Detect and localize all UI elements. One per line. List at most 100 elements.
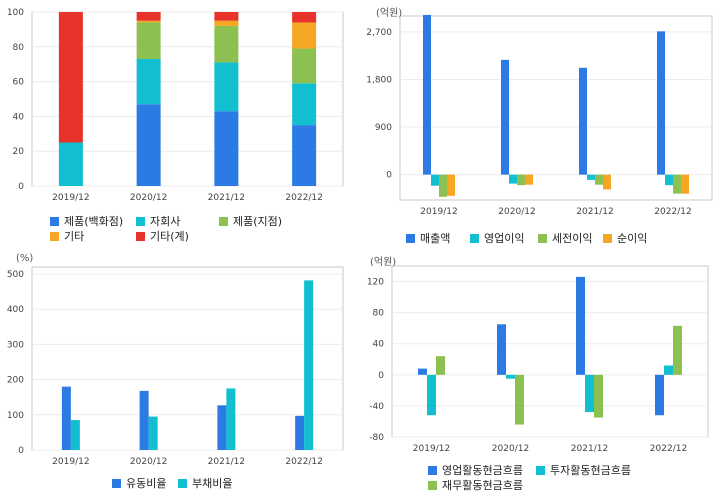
x-tick-label: 2020/12 xyxy=(130,193,167,203)
bar xyxy=(214,62,239,112)
legend-label: 재무활동현금흐름 xyxy=(442,479,523,492)
bar xyxy=(515,374,524,425)
bar xyxy=(431,174,439,186)
bar xyxy=(509,174,517,184)
legend-label: 영업활동현금흐름 xyxy=(442,464,523,477)
plot-frame xyxy=(31,266,344,451)
legend-label: 투자활동현금흐름 xyxy=(550,464,631,477)
bar xyxy=(423,14,431,175)
bar xyxy=(576,276,585,375)
y-tick-label: 300 xyxy=(7,340,24,350)
legend-label: 영업이익 xyxy=(484,232,525,245)
legend-label: 세전이익 xyxy=(552,232,593,245)
bar xyxy=(665,174,673,186)
legend-label: 제품(백화점) xyxy=(64,215,124,228)
unit-label-cashflow: (억원) xyxy=(370,257,397,268)
legend-swatch xyxy=(178,478,187,488)
chart-panel-cashflow: -80 -40 0 40 80 120 2019/12 2020/12 2021/12 2022/… xyxy=(360,250,720,496)
legend-item-0: 영업활동현금흐름 xyxy=(428,462,523,478)
legend-item-3: 기타 xyxy=(50,228,84,244)
bar xyxy=(136,104,161,186)
legend-swatch xyxy=(603,233,612,243)
bar xyxy=(148,416,158,450)
x-tick-label: 2019/12 xyxy=(52,193,89,203)
bar xyxy=(292,83,317,126)
y-tick-label: 120 xyxy=(367,278,384,288)
bar xyxy=(506,374,515,379)
x-tick-label: 2020/12 xyxy=(498,207,535,217)
y-tick-label: 20 xyxy=(13,147,25,157)
bar xyxy=(136,12,161,21)
bar xyxy=(70,420,80,450)
bar xyxy=(136,22,161,59)
bar xyxy=(655,374,664,416)
x-tick-label: 2019/12 xyxy=(52,457,89,467)
y-tick-label: 100 xyxy=(7,8,24,18)
bar xyxy=(603,174,611,190)
legend-composition: 제품(백화점) 자회사 제품(지점) 기타 기타(계) xyxy=(0,0,360,250)
bar xyxy=(214,25,239,63)
legend-income: 매출액 영업이익 세전이익 순이익 xyxy=(360,0,720,250)
bar xyxy=(292,12,317,23)
y-tick-label: 0 xyxy=(18,182,24,192)
chart-ratios: 0 100 200 300 400 500 2019/12 2020/12 2021/12 202… xyxy=(7,266,344,467)
bar xyxy=(436,356,445,375)
chart-composition: 0 20 40 60 80 100 2019/12 2020/12 2021/12 2022/12 xyxy=(7,8,344,203)
legend-label: 유동비율 xyxy=(126,477,167,490)
legend-item-0: 유동비율 xyxy=(112,475,166,491)
legend-item-4: 기타(계) xyxy=(136,228,189,244)
x-tick-label: 2022/12 xyxy=(285,457,322,467)
bar xyxy=(58,142,83,186)
legend-item-1: 부채비율 xyxy=(178,475,232,491)
y-tick-label: 0 xyxy=(386,171,392,181)
bar xyxy=(497,324,506,375)
x-tick-label: 2022/12 xyxy=(654,207,691,217)
legend-item-3: 순이익 xyxy=(603,230,647,246)
x-tick-label: 2021/12 xyxy=(576,207,613,217)
y-tick-label: 1,800 xyxy=(366,75,392,85)
legend-item-2: 제품(지점) xyxy=(219,213,282,229)
legend-item-1: 자회사 xyxy=(136,213,180,229)
bar xyxy=(418,368,427,375)
legend-swatch xyxy=(136,231,145,241)
y-tick-label: 80 xyxy=(13,43,25,53)
legend-swatch xyxy=(219,216,228,226)
legend-swatch xyxy=(428,480,437,490)
y-tick-label: 80 xyxy=(373,309,385,319)
bar xyxy=(214,12,239,21)
legend-label: 기타(계) xyxy=(150,230,189,243)
legend-item-0: 제품(백화점) xyxy=(50,213,123,229)
legend-label: 부채비율 xyxy=(192,477,233,490)
y-tick-label: 200 xyxy=(7,376,24,386)
x-tick-label: 2020/12 xyxy=(492,444,529,454)
bar xyxy=(139,390,149,450)
x-tick-label: 2020/12 xyxy=(130,457,167,467)
y-tick-label: 400 xyxy=(7,305,24,315)
legend-label: 매출액 xyxy=(420,232,451,245)
unit-label-income: (억원) xyxy=(376,8,403,19)
legend-item-2: 세전이익 xyxy=(538,230,592,246)
legend-swatch xyxy=(50,216,59,226)
bar xyxy=(295,415,305,450)
chart-panel-composition: 0 20 40 60 80 100 2019/12 2020/12 2021/12 2022/12 xyxy=(0,0,360,250)
legend-item-1: 영업이익 xyxy=(470,230,524,246)
bar xyxy=(61,386,71,450)
bar xyxy=(517,174,525,186)
y-tick-label: 60 xyxy=(13,78,25,88)
chart-panel-ratios: 0 100 200 300 400 500 2019/12 2020/12 2021/12 202… xyxy=(0,250,360,496)
legend-swatch xyxy=(536,465,545,475)
chart-cashflow: -80 -40 0 40 80 120 2019/12 2020/12 2021/12 2022/… xyxy=(367,265,709,454)
legend-swatch xyxy=(538,233,547,243)
y-tick-label: 0 xyxy=(378,371,384,381)
y-tick-label: 100 xyxy=(7,411,24,421)
bar xyxy=(217,405,227,450)
bar xyxy=(595,174,603,185)
bar xyxy=(58,12,83,143)
legend-ratios: 유동비율 부채비율 xyxy=(0,250,360,496)
bar xyxy=(594,374,603,418)
unit-label-ratios: (%) xyxy=(16,253,34,264)
y-tick-label: -80 xyxy=(369,433,384,443)
legend-item-1: 투자활동현금흐름 xyxy=(536,462,631,478)
y-tick-label: 40 xyxy=(373,340,385,350)
bar xyxy=(292,22,317,49)
